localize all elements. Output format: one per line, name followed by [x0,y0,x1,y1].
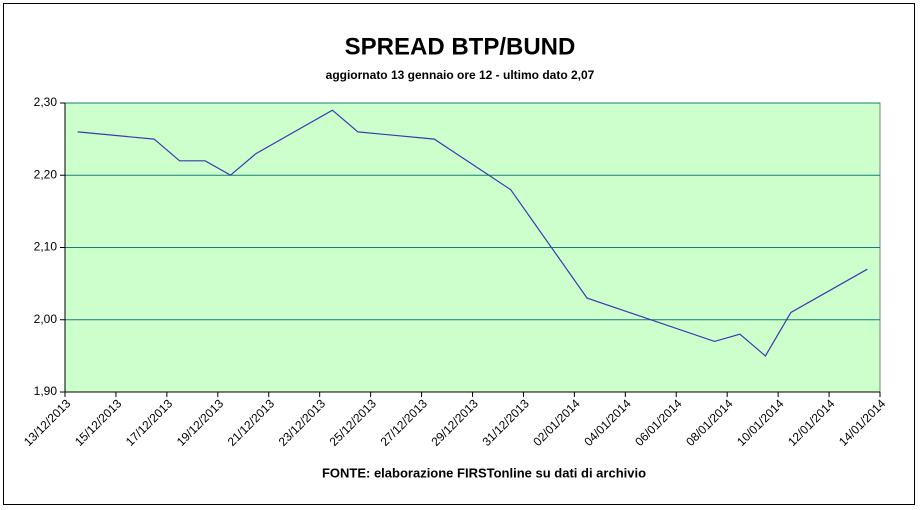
y-tick-label: 2,30 [34,95,58,109]
y-tick-label: 1,90 [34,384,58,398]
chart-subtitle: aggiornato 13 gennaio ore 12 - ultimo da… [326,68,595,82]
y-tick-label: 2,20 [34,167,58,181]
y-tick-label: 2,00 [34,312,58,326]
source-note: FONTE: elaborazione FIRSTonline su dati … [322,465,646,480]
chart-title: SPREAD BTP/BUND [345,33,576,60]
data-line [77,109,868,357]
y-tick-label: 2,10 [34,240,58,254]
